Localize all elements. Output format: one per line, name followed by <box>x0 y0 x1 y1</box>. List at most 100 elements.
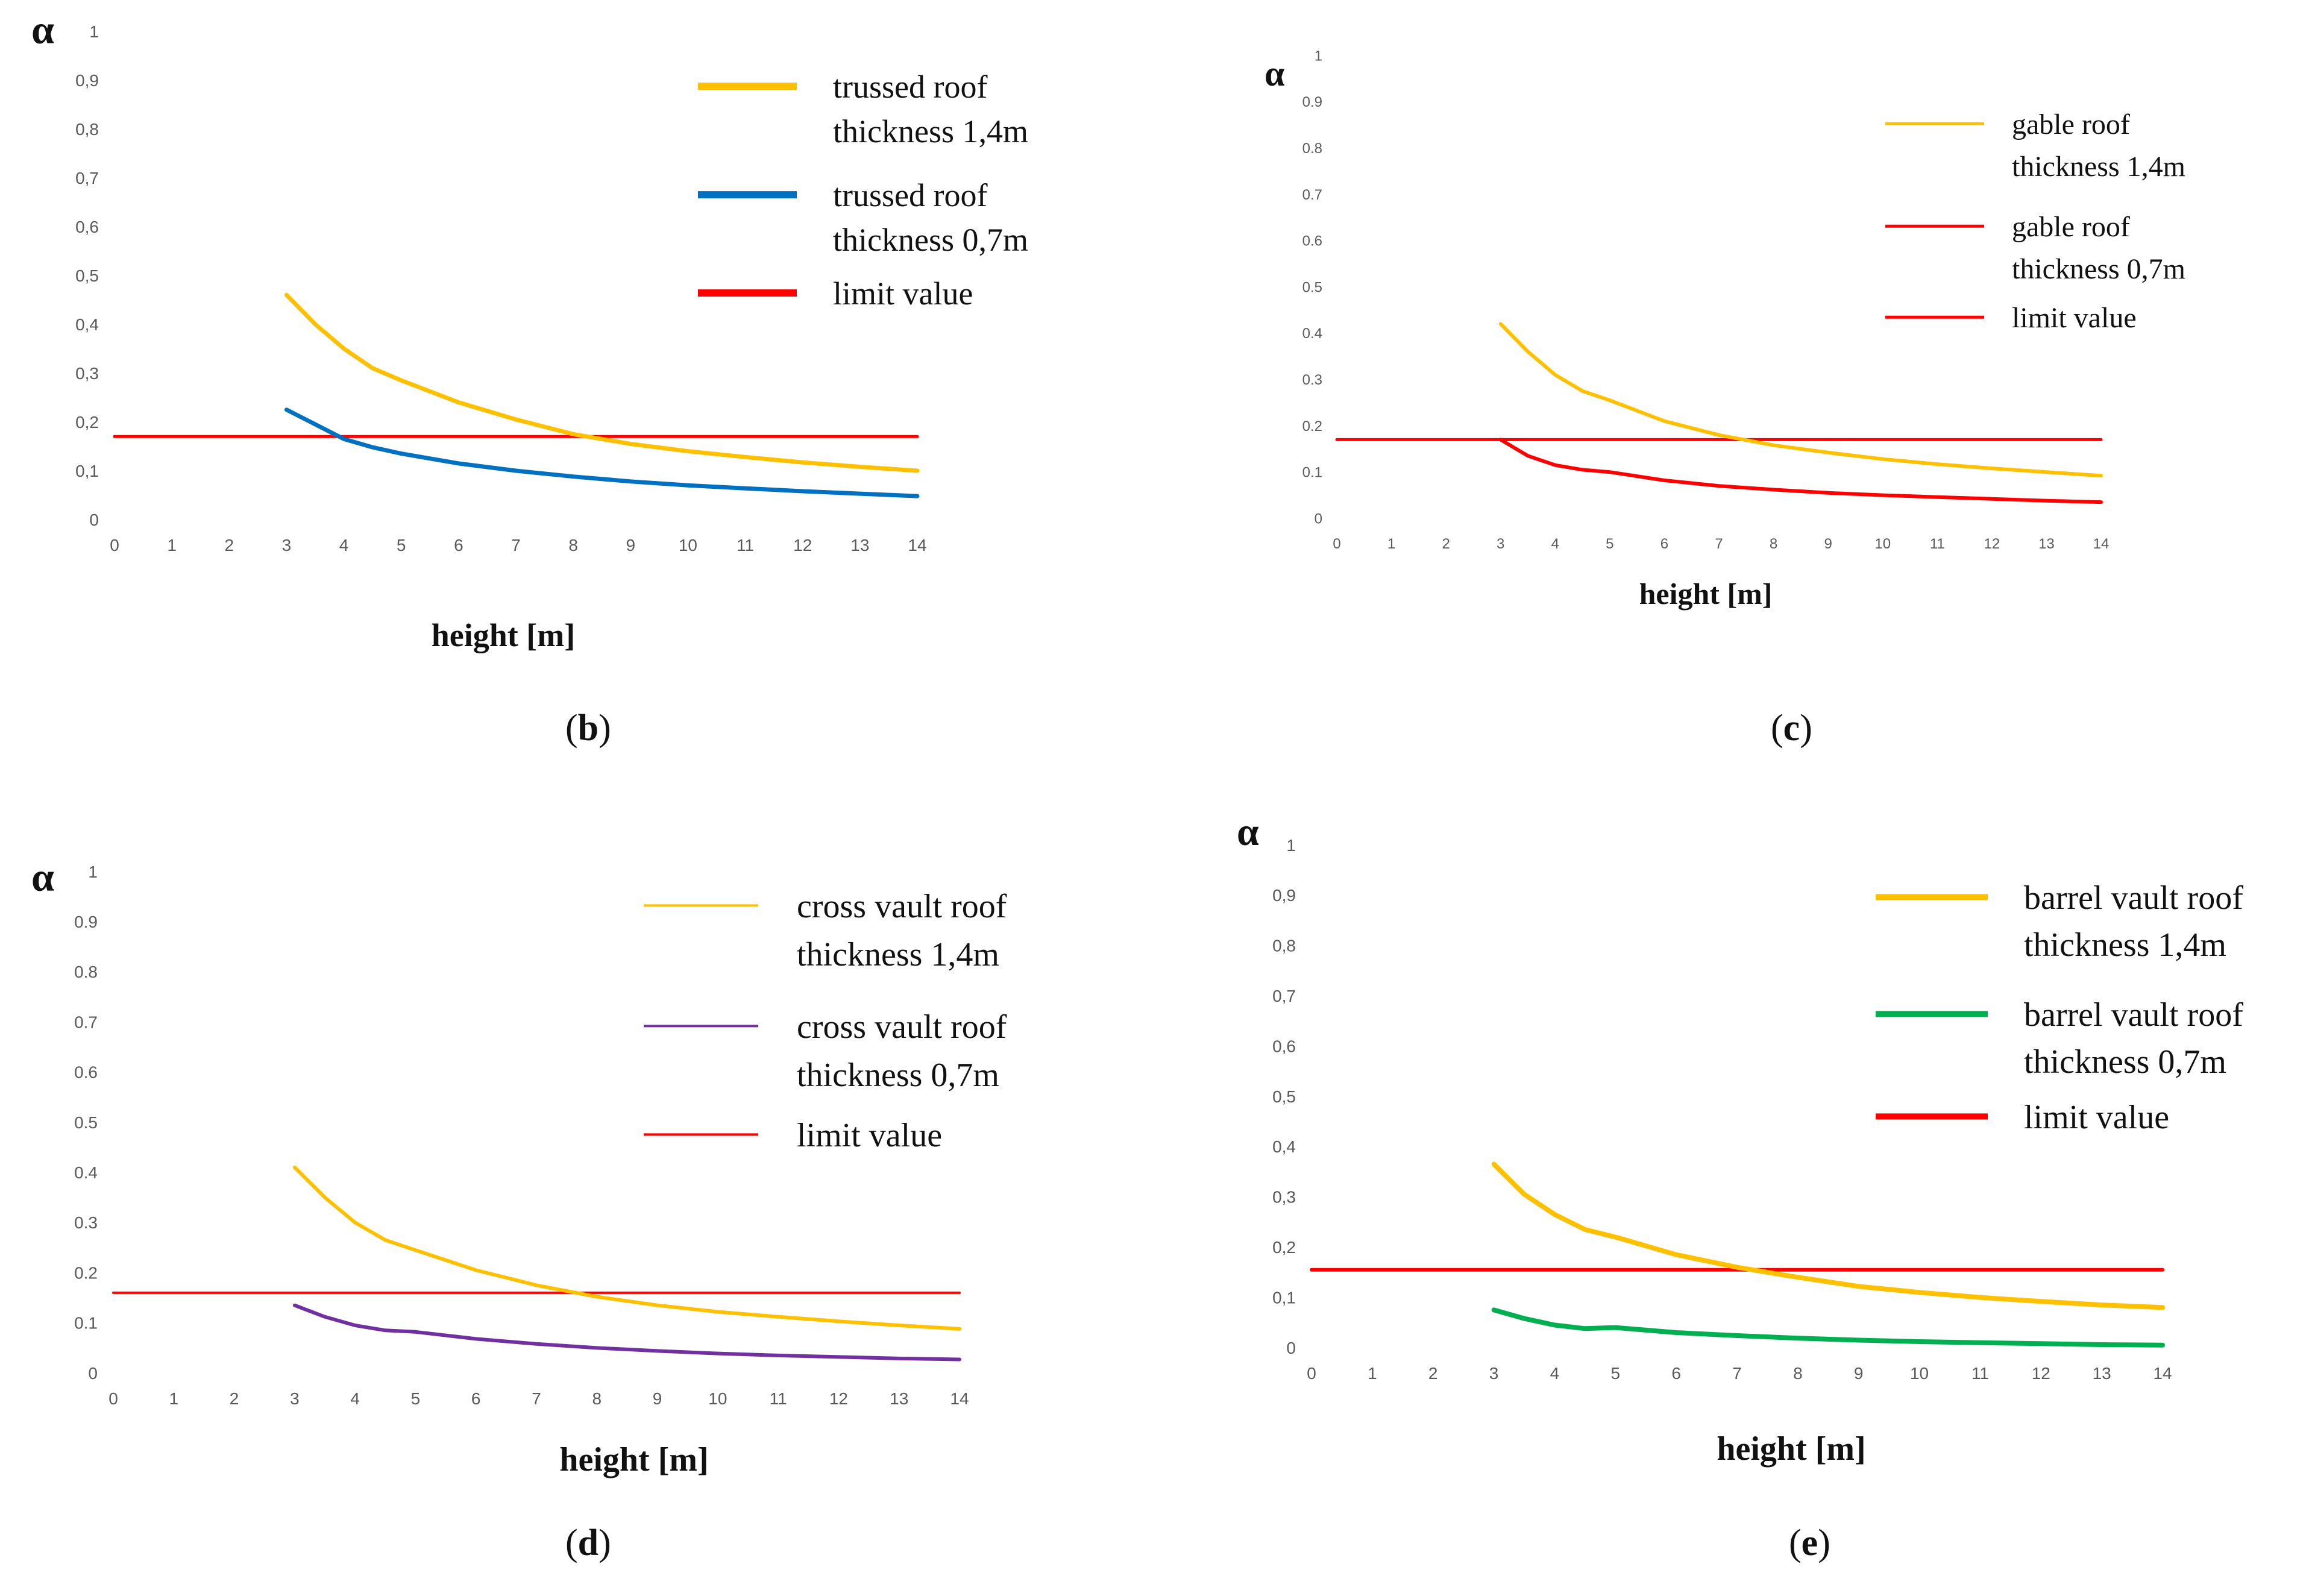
y-tick-label: 0.7 <box>1302 187 1322 203</box>
panel-caption: (d) <box>565 1522 611 1563</box>
x-tick-label: 5 <box>397 536 406 555</box>
y-tick-label: 0 <box>88 1364 98 1383</box>
legend-item: gable roof thickness 1,4m <box>1885 108 2185 183</box>
chart-panel-e: 0 1 2 3 4 5 6 7 8 9 10 11 12 13 1400,10,20,30,40,50,60… <box>1237 810 2243 1563</box>
y-tick-label: 0,1 <box>75 462 99 480</box>
legend-label: thickness 0,7m <box>797 1057 999 1094</box>
y-tick-label: 0,8 <box>75 120 99 139</box>
x-tick-label: 3 <box>1489 1364 1499 1383</box>
x-tick-label: 10 <box>708 1389 727 1408</box>
series-line-1 <box>292 1165 961 1331</box>
x-tick-label: 0 <box>1307 1364 1316 1383</box>
y-tick-label: 0,6 <box>75 218 99 236</box>
x-tick-label: 8 <box>1770 536 1777 552</box>
y-tick-label: 0,4 <box>75 315 99 334</box>
y-tick-label: 0.7 <box>74 1013 98 1031</box>
panel-caption: (e) <box>1789 1522 1830 1563</box>
y-tick-label: 0.4 <box>74 1163 98 1182</box>
caption-letter: e <box>1802 1522 1818 1563</box>
y-tick-label: 0.9 <box>1302 94 1322 110</box>
x-tick-label: 10 <box>1874 536 1891 552</box>
x-tick-label: 14 <box>950 1389 969 1408</box>
x-axis-label: height [m] <box>1717 1430 1865 1468</box>
legend-label: barrel vault roof <box>2024 996 2243 1034</box>
x-tick-label: 4 <box>1551 536 1559 552</box>
legend-item: limit value <box>1876 1099 2169 1136</box>
x-tick-label: 1 <box>1368 1364 1377 1383</box>
y-tick-label: 0,9 <box>1272 886 1296 905</box>
series-line-1 <box>1491 1161 2165 1310</box>
x-tick-label: 4 <box>1550 1364 1560 1383</box>
legend-label: trussed roof <box>833 177 987 213</box>
x-tick-label: 14 <box>2093 536 2110 552</box>
y-tick-label: 0.2 <box>1302 418 1322 435</box>
legend-label: cross vault roof <box>797 1008 1007 1046</box>
y-tick-label: 0.2 <box>74 1263 98 1282</box>
y-axis-label: α <box>1265 54 1285 93</box>
x-tick-label: 5 <box>1610 1364 1620 1383</box>
legend-item: barrel vault roof thickness 1,4m <box>1876 879 2243 964</box>
legend-label: thickness 1,4m <box>797 936 999 973</box>
x-axis-label: height [m] <box>1639 577 1773 611</box>
y-tick-label: 1 <box>89 22 99 41</box>
caption-paren: ( <box>565 708 578 749</box>
x-tick-label: 2 <box>1442 536 1450 552</box>
x-tick-label: 7 <box>1732 1364 1742 1383</box>
y-tick-label: 0.3 <box>74 1213 98 1232</box>
legend-item: limit value <box>698 275 973 312</box>
x-tick-label: 11 <box>737 536 754 555</box>
y-tick-label: 0,9 <box>75 71 99 90</box>
x-tick-label: 5 <box>411 1389 421 1408</box>
caption-letter: c <box>1783 708 1800 749</box>
legend-item: limit value <box>644 1117 942 1154</box>
caption-paren: ( <box>1789 1522 1802 1563</box>
legend-item: cross vault roof thickness 1,4m <box>644 888 1007 973</box>
y-tick-label: 0.8 <box>1302 140 1322 157</box>
legend-label: limit value <box>833 275 973 312</box>
caption-paren: ) <box>598 1522 611 1563</box>
series-line-2 <box>292 1303 961 1362</box>
legend-label: trussed roof <box>833 69 987 105</box>
y-tick-label: 0,2 <box>75 413 99 432</box>
y-tick-label: 0,5 <box>1272 1087 1296 1106</box>
caption-letter: b <box>578 708 598 749</box>
x-axis-label: height [m] <box>432 617 575 653</box>
x-tick-label: 3 <box>1497 536 1504 552</box>
y-tick-label: 1 <box>1315 48 1322 64</box>
y-tick-label: 0 <box>1286 1339 1296 1357</box>
legend-label: thickness 1,4m <box>2012 151 2185 183</box>
legend-label: thickness 0,7m <box>2024 1043 2226 1081</box>
legend-label: limit value <box>2024 1099 2169 1136</box>
x-tick-label: 9 <box>1824 536 1832 552</box>
y-tick-label: 0,7 <box>75 169 99 187</box>
x-tick-label: 8 <box>1793 1364 1803 1383</box>
x-tick-label: 6 <box>1660 536 1668 552</box>
x-tick-label: 1 <box>169 1389 178 1408</box>
x-tick-label: 8 <box>592 1389 602 1408</box>
x-tick-label: 12 <box>793 536 812 555</box>
x-tick-label: 11 <box>1971 1364 1989 1383</box>
x-tick-label: 7 <box>1715 536 1723 552</box>
x-tick-label: 10 <box>679 536 697 555</box>
x-tick-label: 11 <box>1930 536 1945 552</box>
x-tick-label: 0 <box>1333 536 1340 552</box>
x-tick-label: 6 <box>471 1389 481 1408</box>
caption-letter: d <box>578 1522 598 1563</box>
legend-item: trussed roof thickness 1,4m <box>698 69 1028 149</box>
y-tick-label: 0.3 <box>1302 372 1322 388</box>
x-tick-label: 14 <box>908 536 926 555</box>
panel-caption: (c) <box>1771 708 1812 749</box>
x-tick-label: 4 <box>339 536 349 555</box>
y-axis-label: α <box>1237 810 1259 854</box>
y-tick-label: 0,4 <box>1272 1137 1296 1156</box>
series-line-2 <box>1491 1307 2165 1348</box>
y-tick-label: 0.6 <box>1302 233 1322 250</box>
x-tick-label: 11 <box>770 1389 787 1408</box>
y-tick-label: 0,2 <box>1272 1238 1296 1257</box>
x-axis-label: height [m] <box>559 1441 708 1478</box>
legend-item: limit value <box>1885 302 2137 334</box>
y-axis-label: α <box>31 854 54 900</box>
legend-label: thickness 0,7m <box>2012 253 2185 285</box>
series-line-2 <box>1498 438 2103 504</box>
